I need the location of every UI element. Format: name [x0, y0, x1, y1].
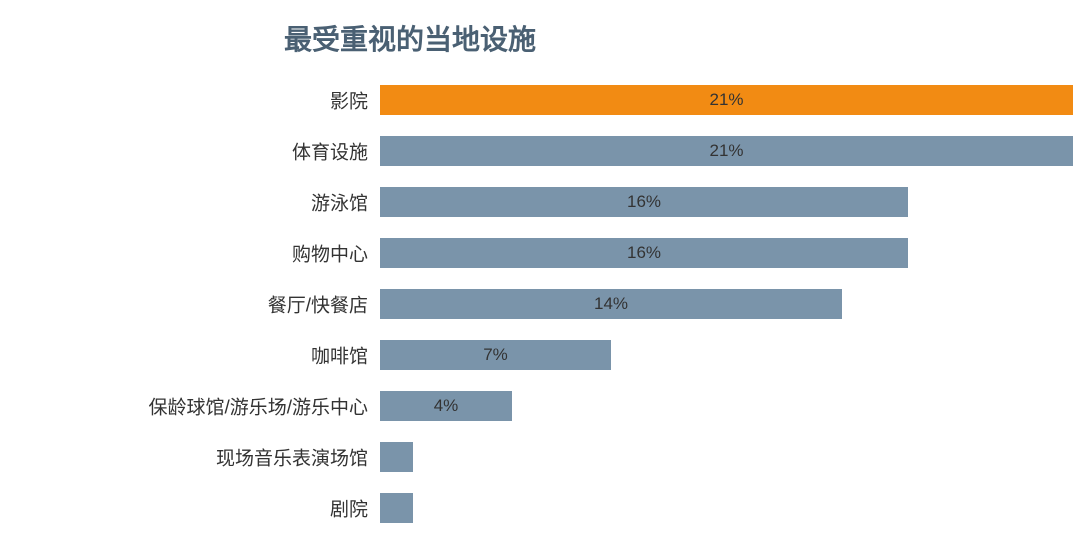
bar-row: 保龄球馆/游乐场/游乐中心4%: [380, 391, 1073, 421]
bar-value-label: 16%: [627, 243, 661, 263]
bar-category-label: 剧院: [330, 495, 380, 522]
bar-category-label: 现场音乐表演场馆: [216, 444, 380, 471]
bar-value-label: 14%: [594, 294, 628, 314]
bar-value-label: 16%: [627, 192, 661, 212]
bar-row: 剧院: [380, 493, 1073, 523]
bar-row: 影院21%: [380, 85, 1073, 115]
bar-rect: 14%: [380, 289, 842, 319]
bar-category-label: 餐厅/快餐店: [268, 291, 380, 318]
plot-area: 影院21% 体育设施21% 游泳馆16% 购物中心16% 餐厅/快餐店14% 咖啡馆7% 保…: [380, 85, 1073, 545]
bar-value-label: 21%: [709, 141, 743, 161]
bar-category-label: 体育设施: [292, 138, 380, 165]
bar-category-label: 购物中心: [292, 240, 380, 267]
bar-rect: 16%: [380, 238, 908, 268]
bar-row: 体育设施21%: [380, 136, 1073, 166]
bar-rect: 21%: [380, 136, 1073, 166]
bar-rect: [380, 442, 413, 472]
bar-rect: 21%: [380, 85, 1073, 115]
bar-row: 购物中心16%: [380, 238, 1073, 268]
bar-category-label: 游泳馆: [311, 189, 380, 216]
bar-row: 现场音乐表演场馆: [380, 442, 1073, 472]
bar-rect: [380, 493, 413, 523]
bar-rect: 4%: [380, 391, 512, 421]
bar-rect: 16%: [380, 187, 908, 217]
chart-container: 最受重视的当地设施 影院21%体育设施21%游泳馆16%购物中心16%餐厅/快餐…: [0, 0, 1080, 560]
chart-title: 最受重视的当地设施: [284, 18, 536, 58]
bar-value-label: 4%: [434, 396, 459, 416]
bar-row: 餐厅/快餐店14%: [380, 289, 1073, 319]
bar-row: 游泳馆16%: [380, 187, 1073, 217]
bar-category-label: 影院: [330, 87, 380, 114]
bar-rect: 7%: [380, 340, 611, 370]
bar-row: 咖啡馆7%: [380, 340, 1073, 370]
bar-category-label: 保龄球馆/游乐场/游乐中心: [148, 393, 380, 420]
bar-value-label: 7%: [483, 345, 508, 365]
bar-category-label: 咖啡馆: [311, 342, 380, 369]
bar-value-label: 21%: [709, 90, 743, 110]
